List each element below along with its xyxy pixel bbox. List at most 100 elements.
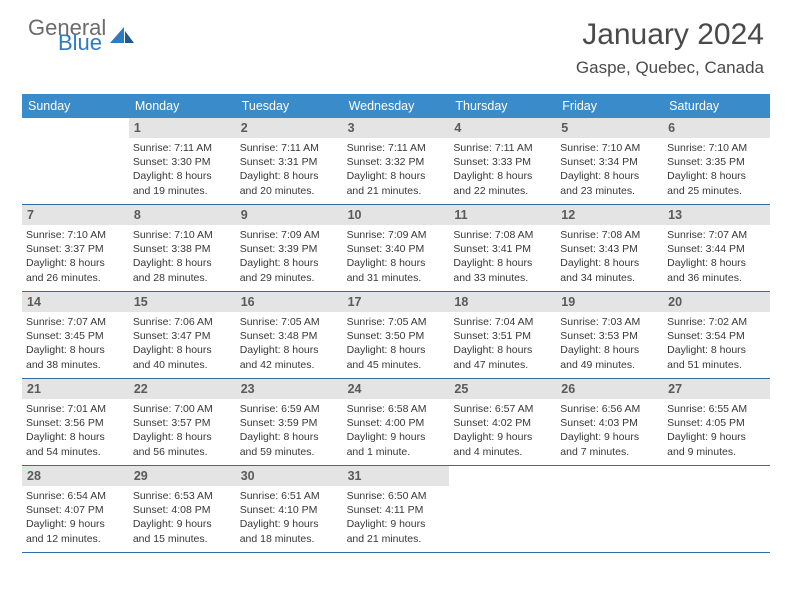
day-number: 16 xyxy=(236,292,343,312)
week-row: 21Sunrise: 7:01 AMSunset: 3:56 PMDayligh… xyxy=(22,379,770,466)
daylight-line: and 33 minutes. xyxy=(453,271,552,285)
day-number: 10 xyxy=(343,205,450,225)
day-number: 25 xyxy=(449,379,556,399)
sunset-line: Sunset: 3:37 PM xyxy=(26,242,125,256)
daylight-line: Daylight: 8 hours xyxy=(240,343,339,357)
title-block: January 2024 Gaspe, Quebec, Canada xyxy=(576,18,764,78)
daylight-line: Daylight: 8 hours xyxy=(453,343,552,357)
daylight-line: and 15 minutes. xyxy=(133,532,232,546)
sunrise-line: Sunrise: 7:09 AM xyxy=(347,228,446,242)
sunrise-line: Sunrise: 7:08 AM xyxy=(560,228,659,242)
sunset-line: Sunset: 3:31 PM xyxy=(240,155,339,169)
day-cell: 2Sunrise: 7:11 AMSunset: 3:31 PMDaylight… xyxy=(236,118,343,204)
header: General Blue January 2024 Gaspe, Quebec,… xyxy=(0,0,792,86)
sunset-line: Sunset: 3:48 PM xyxy=(240,329,339,343)
day-number: 3 xyxy=(343,118,450,138)
sunset-line: Sunset: 3:53 PM xyxy=(560,329,659,343)
daylight-line: Daylight: 9 hours xyxy=(667,430,766,444)
sunset-line: Sunset: 3:47 PM xyxy=(133,329,232,343)
day-cell: 20Sunrise: 7:02 AMSunset: 3:54 PMDayligh… xyxy=(663,292,770,378)
daylight-line: and 47 minutes. xyxy=(453,358,552,372)
daylight-line: Daylight: 9 hours xyxy=(560,430,659,444)
daylight-line: and 29 minutes. xyxy=(240,271,339,285)
daylight-line: Daylight: 9 hours xyxy=(347,430,446,444)
sunrise-line: Sunrise: 7:11 AM xyxy=(347,141,446,155)
day-number: 20 xyxy=(663,292,770,312)
daylight-line: Daylight: 8 hours xyxy=(560,169,659,183)
day-cell: 12Sunrise: 7:08 AMSunset: 3:43 PMDayligh… xyxy=(556,205,663,291)
daylight-line: and 7 minutes. xyxy=(560,445,659,459)
daylight-line: and 28 minutes. xyxy=(133,271,232,285)
logo: General Blue xyxy=(28,18,136,54)
sunset-line: Sunset: 3:33 PM xyxy=(453,155,552,169)
daylight-line: Daylight: 8 hours xyxy=(133,256,232,270)
day-cell: 23Sunrise: 6:59 AMSunset: 3:59 PMDayligh… xyxy=(236,379,343,465)
day-cell: 16Sunrise: 7:05 AMSunset: 3:48 PMDayligh… xyxy=(236,292,343,378)
daylight-line: and 22 minutes. xyxy=(453,184,552,198)
day-cell: 31Sunrise: 6:50 AMSunset: 4:11 PMDayligh… xyxy=(343,466,450,552)
weekday-header: Monday xyxy=(129,94,236,118)
sunset-line: Sunset: 3:43 PM xyxy=(560,242,659,256)
day-cell: 3Sunrise: 7:11 AMSunset: 3:32 PMDaylight… xyxy=(343,118,450,204)
daylight-line: Daylight: 8 hours xyxy=(240,430,339,444)
day-number: 15 xyxy=(129,292,236,312)
daylight-line: and 42 minutes. xyxy=(240,358,339,372)
daylight-line: and 38 minutes. xyxy=(26,358,125,372)
page-subtitle: Gaspe, Quebec, Canada xyxy=(576,58,764,78)
sunset-line: Sunset: 4:10 PM xyxy=(240,503,339,517)
daylight-line: Daylight: 8 hours xyxy=(26,343,125,357)
day-cell xyxy=(663,466,770,552)
daylight-line: and 40 minutes. xyxy=(133,358,232,372)
sunrise-line: Sunrise: 6:50 AM xyxy=(347,489,446,503)
sunrise-line: Sunrise: 6:56 AM xyxy=(560,402,659,416)
day-number: 28 xyxy=(22,466,129,486)
day-number: 18 xyxy=(449,292,556,312)
sunrise-line: Sunrise: 7:01 AM xyxy=(26,402,125,416)
daylight-line: Daylight: 8 hours xyxy=(667,169,766,183)
sunset-line: Sunset: 3:45 PM xyxy=(26,329,125,343)
daylight-line: Daylight: 8 hours xyxy=(26,256,125,270)
day-cell: 18Sunrise: 7:04 AMSunset: 3:51 PMDayligh… xyxy=(449,292,556,378)
daylight-line: and 1 minute. xyxy=(347,445,446,459)
sunset-line: Sunset: 4:02 PM xyxy=(453,416,552,430)
day-cell: 15Sunrise: 7:06 AMSunset: 3:47 PMDayligh… xyxy=(129,292,236,378)
sunrise-line: Sunrise: 6:54 AM xyxy=(26,489,125,503)
daylight-line: Daylight: 9 hours xyxy=(453,430,552,444)
sunset-line: Sunset: 4:00 PM xyxy=(347,416,446,430)
daylight-line: Daylight: 8 hours xyxy=(667,256,766,270)
daylight-line: and 19 minutes. xyxy=(133,184,232,198)
sunrise-line: Sunrise: 7:06 AM xyxy=(133,315,232,329)
day-cell: 27Sunrise: 6:55 AMSunset: 4:05 PMDayligh… xyxy=(663,379,770,465)
day-cell: 9Sunrise: 7:09 AMSunset: 3:39 PMDaylight… xyxy=(236,205,343,291)
sunset-line: Sunset: 3:32 PM xyxy=(347,155,446,169)
day-number: 14 xyxy=(22,292,129,312)
sunrise-line: Sunrise: 7:10 AM xyxy=(26,228,125,242)
week-row: 1Sunrise: 7:11 AMSunset: 3:30 PMDaylight… xyxy=(22,118,770,205)
daylight-line: Daylight: 8 hours xyxy=(453,169,552,183)
day-cell: 10Sunrise: 7:09 AMSunset: 3:40 PMDayligh… xyxy=(343,205,450,291)
weekday-header: Wednesday xyxy=(343,94,450,118)
day-cell: 14Sunrise: 7:07 AMSunset: 3:45 PMDayligh… xyxy=(22,292,129,378)
sunrise-line: Sunrise: 7:00 AM xyxy=(133,402,232,416)
day-cell xyxy=(556,466,663,552)
sunrise-line: Sunrise: 7:08 AM xyxy=(453,228,552,242)
day-cell xyxy=(22,118,129,204)
daylight-line: Daylight: 9 hours xyxy=(347,517,446,531)
day-number: 6 xyxy=(663,118,770,138)
sunrise-line: Sunrise: 7:05 AM xyxy=(347,315,446,329)
day-cell: 19Sunrise: 7:03 AMSunset: 3:53 PMDayligh… xyxy=(556,292,663,378)
day-number: 4 xyxy=(449,118,556,138)
day-cell: 30Sunrise: 6:51 AMSunset: 4:10 PMDayligh… xyxy=(236,466,343,552)
daylight-line: and 18 minutes. xyxy=(240,532,339,546)
day-number: 7 xyxy=(22,205,129,225)
daylight-line: Daylight: 8 hours xyxy=(347,343,446,357)
sunrise-line: Sunrise: 7:03 AM xyxy=(560,315,659,329)
day-number: 29 xyxy=(129,466,236,486)
daylight-line: Daylight: 8 hours xyxy=(133,169,232,183)
sunset-line: Sunset: 4:07 PM xyxy=(26,503,125,517)
sunrise-line: Sunrise: 7:09 AM xyxy=(240,228,339,242)
weekday-header-row: Sunday Monday Tuesday Wednesday Thursday… xyxy=(22,94,770,118)
day-number: 21 xyxy=(22,379,129,399)
daylight-line: Daylight: 9 hours xyxy=(26,517,125,531)
sunset-line: Sunset: 3:39 PM xyxy=(240,242,339,256)
